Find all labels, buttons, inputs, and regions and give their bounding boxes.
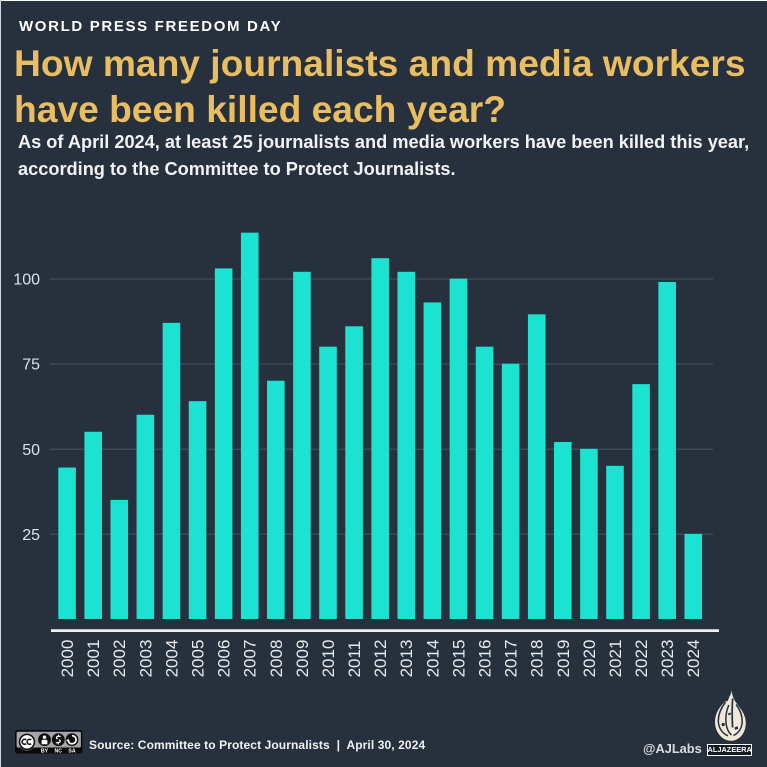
svg-text:100: 100	[13, 272, 40, 289]
svg-text:2022: 2022	[632, 640, 651, 678]
svg-text:SA: SA	[68, 749, 75, 755]
svg-text:2021: 2021	[606, 640, 625, 678]
svg-text:2017: 2017	[502, 640, 521, 678]
svg-text:2024: 2024	[684, 640, 703, 678]
svg-text:2018: 2018	[528, 640, 547, 678]
svg-text:2006: 2006	[215, 640, 234, 678]
svg-text:NC: NC	[55, 749, 63, 755]
svg-text:2019: 2019	[554, 640, 573, 678]
svg-text:2023: 2023	[658, 640, 677, 678]
svg-text:2012: 2012	[371, 640, 390, 678]
svg-text:2008: 2008	[267, 640, 286, 678]
svg-text:2013: 2013	[397, 640, 416, 678]
svg-text:50: 50	[22, 442, 40, 459]
svg-text:2002: 2002	[110, 640, 129, 678]
svg-text:2003: 2003	[136, 640, 155, 678]
svg-text:2015: 2015	[449, 640, 468, 678]
svg-text:2007: 2007	[241, 640, 260, 678]
svg-text:2001: 2001	[84, 640, 103, 678]
svg-text:BY: BY	[41, 749, 49, 755]
svg-text:2020: 2020	[580, 640, 599, 678]
svg-text:75: 75	[22, 357, 40, 374]
svg-text:2009: 2009	[293, 640, 312, 678]
svg-text:2000: 2000	[58, 640, 77, 678]
svg-text:25: 25	[22, 527, 40, 544]
svg-text:2014: 2014	[423, 640, 442, 678]
svg-text:2011: 2011	[345, 641, 364, 678]
svg-text:2005: 2005	[189, 640, 208, 678]
svg-text:2004: 2004	[162, 640, 181, 678]
svg-text:2016: 2016	[475, 640, 494, 678]
svg-text:2010: 2010	[319, 640, 338, 678]
